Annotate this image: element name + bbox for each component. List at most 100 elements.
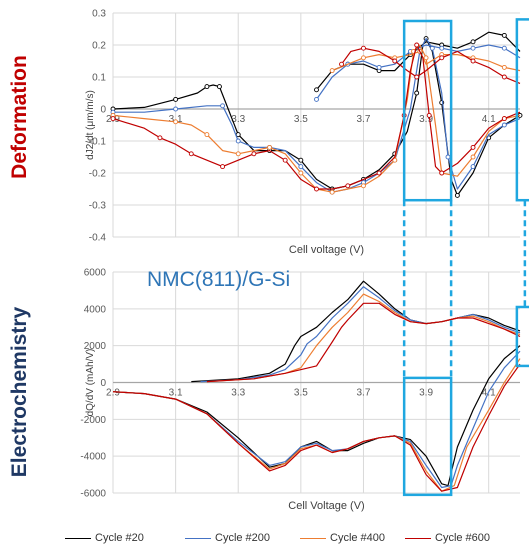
deformation-series-marker xyxy=(501,74,507,80)
dqdv-ytick-label: 6000 xyxy=(84,268,107,279)
deformation-series-marker xyxy=(298,170,304,176)
deformation-series-marker xyxy=(204,84,210,90)
dqdv-ytick-label: 4000 xyxy=(84,304,107,315)
dqdv-xaxis-title: Cell Voltage (V) xyxy=(288,500,364,512)
deformation-series-marker xyxy=(314,186,319,192)
deformation-series-marker xyxy=(439,45,445,51)
deformation-series-line xyxy=(341,47,521,84)
legend-swatch-cycle-400 xyxy=(300,537,326,539)
deformation-series-marker xyxy=(376,64,382,70)
deformation-series-marker xyxy=(414,74,420,80)
deformation-xtick-label: 3.3 xyxy=(231,114,245,125)
deformation-ytick-label: -0.3 xyxy=(89,201,107,212)
deformation-panel-label: Deformation xyxy=(8,55,31,179)
dqdv-series-line xyxy=(191,280,521,383)
deformation-series-marker xyxy=(392,157,398,163)
deformation-series-marker xyxy=(454,192,460,198)
legend-item-cycle-20: Cycle #20 xyxy=(65,532,144,544)
deformation-series-marker xyxy=(188,151,194,157)
dqdv-xtick-label: 4.1 xyxy=(482,388,496,399)
deformation-series-marker xyxy=(361,45,366,51)
deformation-series-marker xyxy=(298,164,304,170)
chart-legend: Cycle #20 Cycle #200 Cycle #400 Cycle #6… xyxy=(0,532,529,548)
deformation-xaxis-title: Cell voltage (V) xyxy=(289,244,364,256)
deformation-series-marker xyxy=(392,58,398,64)
dqdv-ytick-label: -4000 xyxy=(80,452,106,463)
legend-label-cycle-20: Cycle #20 xyxy=(95,532,144,544)
deformation-series-marker xyxy=(216,84,222,90)
deformation-series-marker xyxy=(220,103,226,109)
dqdv-ytick-label: -2000 xyxy=(80,415,106,426)
deformation-series-marker xyxy=(470,58,476,64)
deformation-series-marker xyxy=(204,132,210,138)
deformation-series-marker xyxy=(345,183,351,189)
deformation-series-marker xyxy=(376,170,382,176)
deformation-ytick-label: -0.4 xyxy=(89,233,107,244)
dqdv-xtick-label: 3.1 xyxy=(169,388,183,399)
cell-chemistry-annotation: NMC(811)/G-Si xyxy=(147,268,291,291)
deformation-series-marker xyxy=(414,90,420,96)
deformation-xtick-label: 3.5 xyxy=(294,114,308,125)
deformation-series-marker xyxy=(339,61,344,67)
legend-label-cycle-600: Cycle #600 xyxy=(435,532,491,544)
dqdv-series-600 xyxy=(112,302,521,492)
deformation-series-marker xyxy=(501,116,507,122)
legend-swatch-cycle-600 xyxy=(405,537,431,539)
deformation-series-marker xyxy=(445,154,451,160)
deformation-series-marker xyxy=(251,151,257,157)
dqdv-series-line xyxy=(112,345,521,487)
deformation-ytick-label: 0 xyxy=(100,105,106,116)
deformation-series-marker xyxy=(501,45,507,51)
deformation-series-line xyxy=(112,44,521,193)
deformation-series-marker xyxy=(329,68,335,74)
dqdv-series-line xyxy=(200,286,521,383)
dqdv-series-line xyxy=(206,302,521,383)
legend-item-cycle-400: Cycle #400 xyxy=(300,532,385,544)
deformation-series-marker xyxy=(220,164,226,170)
electrochemistry-panel-label: Electrochemistry xyxy=(8,306,31,478)
deformation-xtick-label: 3.7 xyxy=(357,114,371,125)
deformation-series-marker xyxy=(361,183,366,189)
deformation-series-marker xyxy=(470,144,476,150)
deformation-xtick-label: 3.9 xyxy=(419,114,433,125)
deformation-series-marker xyxy=(361,55,366,61)
dqdv-highlight-box xyxy=(402,376,453,497)
deformation-series-marker xyxy=(439,170,445,176)
deformation-series-marker xyxy=(470,164,476,170)
dqdv-xtick-label: 3.9 xyxy=(419,388,433,399)
dqdv-xtick-label: 3.5 xyxy=(294,388,308,399)
legend-swatch-cycle-200 xyxy=(185,537,211,539)
deformation-series-marker xyxy=(470,39,476,45)
deformation-series-marker xyxy=(235,151,241,157)
deformation-series-marker xyxy=(173,119,179,125)
deformation-series-marker xyxy=(314,87,319,93)
dqdv-xtick-label: 3.7 xyxy=(357,388,371,399)
dqdv-yaxis-title: dQ/dV (mAh/V) xyxy=(85,349,96,417)
dqdv-series-20 xyxy=(112,280,521,487)
deformation-series-marker xyxy=(501,64,507,70)
deformation-edge-highlight-box xyxy=(515,18,529,202)
dqdv-series-line xyxy=(112,358,521,492)
deformation-series-marker xyxy=(501,32,507,38)
dqdv-ytick-label: 0 xyxy=(100,378,106,389)
deformation-ytick-label: 0.2 xyxy=(92,41,106,52)
deformation-series-marker xyxy=(235,138,241,144)
deformation-ytick-label: -0.2 xyxy=(89,169,107,180)
deformation-ytick-label: 0.3 xyxy=(92,9,106,20)
deformation-series-marker xyxy=(173,96,179,102)
deformation-series-line xyxy=(113,38,521,193)
legend-label-cycle-400: Cycle #400 xyxy=(330,532,386,544)
deformation-highlight-box xyxy=(402,19,453,202)
deformation-series-marker xyxy=(314,96,319,102)
deformation-series-marker xyxy=(470,45,476,51)
dqdv-xtick-label: 2.9 xyxy=(106,388,120,399)
legend-swatch-cycle-20 xyxy=(65,537,91,539)
deformation-chart: 0.30.20.10-0.1-0.2-0.3-0.42.93.13.33.53.… xyxy=(85,9,523,256)
deformation-series-marker xyxy=(501,122,507,128)
deformation-series-marker xyxy=(282,157,288,163)
legend-item-cycle-600: Cycle #600 xyxy=(405,532,490,544)
legend-label-cycle-200: Cycle #200 xyxy=(215,532,271,544)
deformation-series-marker xyxy=(157,135,163,141)
deformation-series-marker xyxy=(426,112,432,118)
